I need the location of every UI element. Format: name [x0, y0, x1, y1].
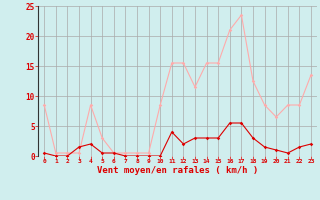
X-axis label: Vent moyen/en rafales ( km/h ): Vent moyen/en rafales ( km/h ) — [97, 166, 258, 175]
